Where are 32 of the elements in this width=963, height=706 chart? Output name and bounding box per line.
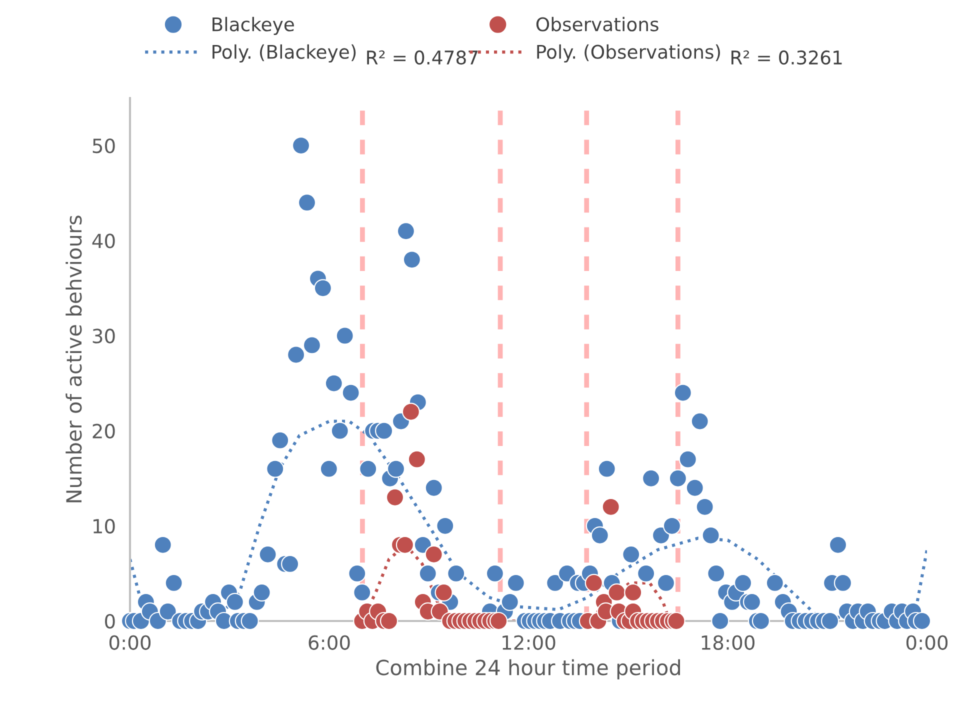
- point: [380, 612, 398, 630]
- x-tick-label: 6:00: [308, 635, 350, 650]
- legend-label: Blackeye: [212, 16, 294, 36]
- point: [624, 583, 642, 602]
- point: [396, 536, 414, 554]
- y-tick-label: 30: [92, 328, 115, 344]
- x-tick-label: 12:00: [502, 635, 556, 650]
- y-axis-title: Number of active behviours: [66, 216, 82, 502]
- x-tick-label: 18:00: [702, 635, 754, 650]
- y-tick-label: 20: [92, 424, 115, 438]
- point: [402, 402, 420, 421]
- text: R² = 0.4787: [367, 50, 478, 65]
- text: R² = 0.3261: [732, 50, 842, 65]
- point: [386, 488, 404, 506]
- x-tick-label: 0:00: [109, 635, 151, 650]
- y-tick-label: 10: [94, 518, 115, 534]
- y-tick-label: 50: [92, 138, 115, 154]
- legend-label: Poly. (Blackeye): [212, 44, 356, 63]
- y-tick-label: 0: [105, 614, 115, 629]
- x-tick-label: 0:00: [906, 635, 948, 650]
- point: [667, 612, 686, 630]
- point: [408, 450, 426, 468]
- point: [424, 545, 443, 564]
- legend-label: Poly. (Observations): [537, 44, 720, 63]
- legend-label: Observations: [536, 16, 658, 32]
- point: [434, 583, 453, 602]
- point: [490, 612, 508, 630]
- point: [602, 498, 620, 516]
- point: [584, 574, 603, 592]
- y-tick-label: 40: [92, 234, 115, 248]
- point: [608, 583, 626, 602]
- x-axis-title: Combine 24 hour time period: [376, 659, 680, 680]
